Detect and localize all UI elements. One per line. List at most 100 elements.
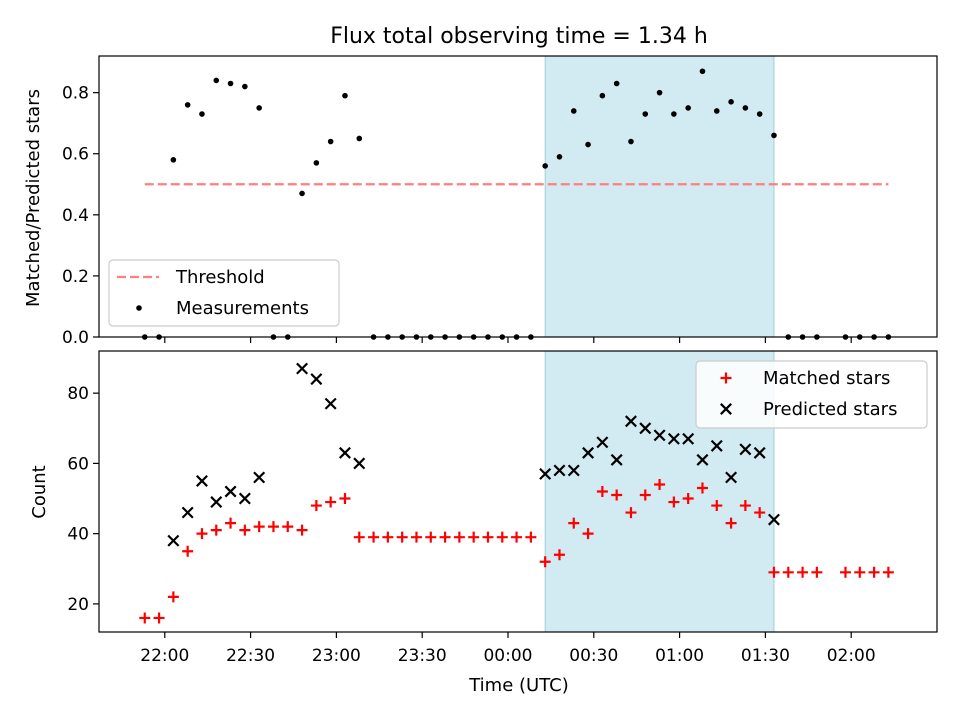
bottom-legend-label: Predicted stars (763, 399, 897, 420)
bottom-predicted-stars-point (296, 362, 309, 375)
top-measurements-point (671, 111, 677, 117)
bottom-matched-stars-point (739, 500, 751, 512)
bottom-matched-stars-point (368, 531, 380, 543)
top-panel: 0.0 0.2 0.4 0.6 0.8 Threshold Measurements (62, 55, 938, 348)
bottom-matched-stars-point (768, 566, 780, 578)
bottom-matched-stars-point (496, 531, 508, 543)
x-tick-label: 00:30 (569, 646, 618, 666)
bottom-matched-stars-point (267, 521, 279, 533)
bottom-predicted-stars-point (682, 432, 695, 445)
bottom-predicted-stars-point (596, 436, 609, 449)
bottom-matched-stars-point (310, 500, 322, 512)
bottom-matched-stars-point (511, 531, 523, 543)
bottom-predicted-stars-point (195, 474, 208, 487)
top-measurements-point (256, 105, 262, 111)
bottom-y-tick-label: 20 (67, 595, 89, 615)
x-tick-label: 02:00 (827, 646, 876, 666)
top-measurements-point (613, 80, 620, 87)
bottom-predicted-stars-point (238, 492, 251, 505)
top-measurements-point (642, 111, 649, 117)
bottom-matched-stars-point (225, 517, 237, 529)
top-legend-box (108, 259, 340, 327)
bottom-predicted-stars-point (667, 432, 680, 445)
top-measurements-point (342, 92, 348, 99)
bottom-matched-stars-point (139, 612, 151, 624)
bottom-matched-stars-point (568, 517, 580, 529)
bottom-matched-stars-point (182, 545, 194, 557)
x-tick-label: 23:00 (312, 646, 361, 666)
bottom-matched-stars-point (253, 521, 265, 533)
bottom-matched-stars-point (425, 531, 437, 543)
top-y-axis-label: Matched/Predicted stars (23, 89, 44, 307)
bottom-predicted-stars-point (539, 467, 552, 480)
top-measurements-point (628, 138, 634, 145)
top-measurements-point (756, 111, 763, 117)
bottom-matched-stars-point (625, 507, 637, 519)
top-y-tick-label: 0.2 (62, 267, 89, 287)
bottom-y-tick-label: 60 (67, 454, 89, 474)
bottom-matched-stars-point (339, 493, 351, 505)
bottom-legend-box (695, 360, 928, 429)
bottom-matched-stars-point (596, 486, 608, 497)
top-measurements-point (599, 92, 606, 99)
bottom-predicted-stars-point (338, 446, 351, 459)
bottom-matched-stars-point (654, 478, 666, 490)
top-measurements-point (227, 80, 234, 87)
bottom-matched-stars-point (468, 531, 480, 543)
bottom-matched-stars-point (196, 528, 208, 540)
bottom-matched-stars-point (711, 500, 723, 512)
top-measurements-point (170, 157, 177, 163)
x-tick-label: 00:00 (483, 646, 532, 666)
bottom-matched-stars-point (282, 521, 294, 533)
bottom-matched-stars-point (325, 496, 337, 508)
bottom-matched-stars-point (839, 566, 851, 578)
bottom-legend-key (720, 372, 732, 384)
top-measurements-point (199, 111, 205, 117)
x-tick-label: 01:00 (655, 646, 704, 666)
bottom-matched-stars-point (239, 524, 251, 536)
x-axis-label: Time (UTC) (468, 675, 569, 696)
bottom-predicted-stars-point (710, 439, 723, 452)
x-tick-label: 22:30 (226, 646, 275, 666)
top-legend-label: Threshold (175, 267, 265, 288)
top-measurements-point (327, 138, 334, 145)
bottom-predicted-stars-point (610, 453, 623, 466)
bottom-predicted-stars-point (696, 453, 709, 466)
top-measurements-point (184, 102, 191, 108)
bottom-y-axis-label: Count (29, 465, 50, 518)
top-measurements-point (685, 105, 691, 111)
bottom-matched-stars-point (167, 591, 179, 603)
bottom-matched-stars-point (153, 612, 165, 624)
bottom-matched-stars-point (453, 531, 465, 543)
top-measurements-point (585, 141, 591, 148)
bottom-predicted-stars-point (639, 422, 652, 435)
top-measurements-point (699, 68, 706, 75)
bottom-predicted-stars-point (767, 513, 780, 526)
bottom-predicted-stars-point (739, 443, 752, 456)
bottom-matched-stars-point (811, 566, 823, 578)
bottom-matched-stars-point (696, 482, 708, 494)
bottom-matched-stars-point (553, 549, 565, 561)
bottom-predicted-stars-point (310, 373, 323, 386)
bottom-legend-key (720, 403, 732, 415)
bottom-y-tick-label: 40 (67, 525, 89, 545)
bottom-matched-stars-point (296, 524, 308, 536)
top-measurements-point (542, 163, 548, 169)
x-tick-label: 01:30 (741, 646, 790, 666)
bottom-predicted-stars-point (353, 457, 366, 470)
bottom-predicted-stars-point (224, 485, 237, 498)
top-legend-label: Measurements (176, 298, 309, 319)
bottom-axes-frame (98, 350, 938, 633)
bottom-matched-stars-point (725, 517, 737, 529)
bottom-matched-stars-point (754, 507, 766, 519)
bottom-predicted-stars-point (167, 534, 180, 547)
bottom-panel: 20 40 60 80 22:00 22:30 23:00 23:30 00:00 00:30 01… (67, 350, 938, 666)
bottom-matched-stars-point (868, 566, 880, 578)
bottom-matched-stars-point (482, 531, 494, 543)
top-measurements-point (742, 105, 749, 111)
top-measurements-point (656, 89, 663, 96)
top-measurements-point (556, 153, 563, 160)
bottom-predicted-stars-point (653, 429, 666, 442)
